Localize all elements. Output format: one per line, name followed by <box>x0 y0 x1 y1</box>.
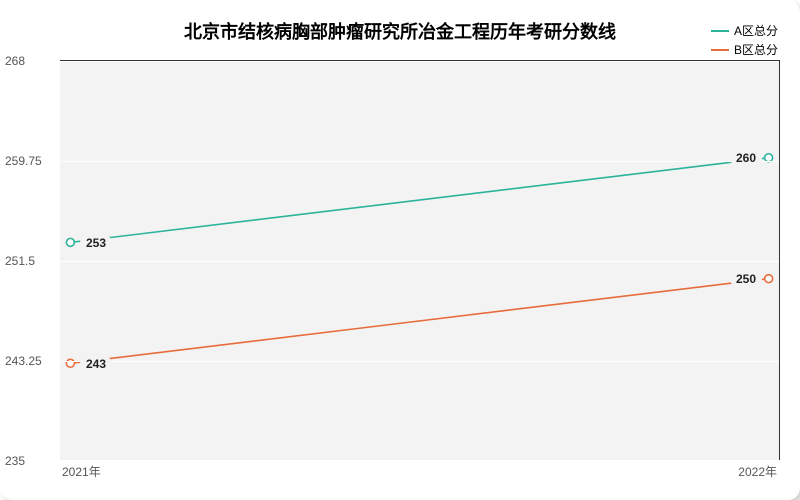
legend-item-b: B区总分 <box>711 41 778 58</box>
legend-item-a: A区总分 <box>711 22 778 39</box>
y-gridline <box>60 161 779 162</box>
legend-swatch-a <box>711 30 729 32</box>
data-point-label: 260 <box>730 150 762 166</box>
x-axis-label: 2022年 <box>738 463 777 480</box>
y-gridline <box>60 361 779 362</box>
data-point-label: 250 <box>730 271 762 287</box>
y-axis-label: 268 <box>5 54 55 68</box>
y-axis-label: 243.25 <box>5 354 55 368</box>
legend-label-a: A区总分 <box>734 22 778 39</box>
y-gridline <box>60 461 779 462</box>
plot-area: 235243.25251.5259.752682021年2022年2532602… <box>60 60 780 460</box>
legend: A区总分 B区总分 <box>711 22 778 60</box>
legend-swatch-b <box>711 49 729 51</box>
y-axis-label: 251.5 <box>5 254 55 268</box>
y-axis-label: 259.75 <box>5 154 55 168</box>
legend-label-b: B区总分 <box>734 41 778 58</box>
y-gridline <box>60 261 779 262</box>
data-point-label: 253 <box>80 235 112 251</box>
y-axis-label: 235 <box>5 454 55 468</box>
x-axis-label: 2021年 <box>62 463 101 480</box>
data-point-label: 243 <box>80 356 112 372</box>
y-gridline <box>60 61 779 62</box>
chart-container: 北京市结核病胸部肿瘤研究所冶金工程历年考研分数线 A区总分 B区总分 235 24… <box>0 0 800 500</box>
chart-title: 北京市结核病胸部肿瘤研究所冶金工程历年考研分数线 <box>0 18 800 44</box>
